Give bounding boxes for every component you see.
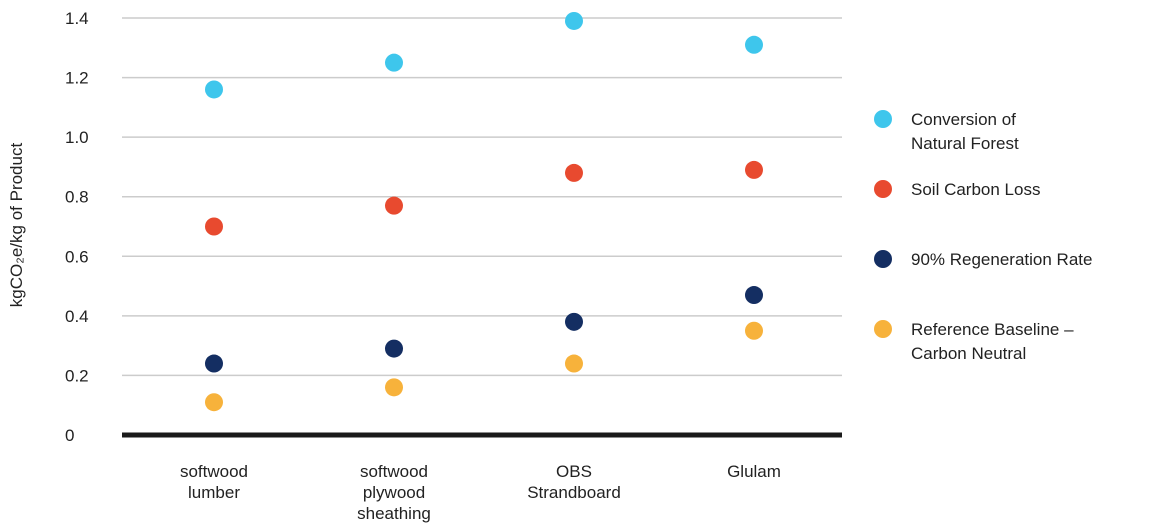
y-tick-label: 0.6 — [65, 247, 89, 266]
y-tick-label: 1.4 — [65, 9, 89, 28]
data-point — [385, 196, 403, 215]
data-point — [205, 354, 223, 373]
y-tick-label: 1.2 — [65, 69, 89, 88]
x-tick-label: OBS Strandboard — [527, 462, 621, 502]
x-tick-label: softwood lumber — [180, 462, 248, 502]
legend-label: Soil Carbon Loss — [911, 180, 1040, 199]
data-point — [205, 217, 223, 236]
data-point — [565, 163, 583, 182]
data-points — [205, 11, 763, 412]
y-tick-label: 0.4 — [65, 307, 89, 326]
data-point — [745, 286, 763, 305]
data-point — [205, 393, 223, 412]
y-tick-label: 0.8 — [65, 188, 89, 207]
legend-label: Conversion of Natural Forest — [911, 110, 1019, 153]
data-point — [745, 160, 763, 179]
y-tick-label: 1.0 — [65, 128, 89, 147]
legend: Conversion of Natural Forest Soil Carbon L… — [874, 110, 1092, 363]
data-point — [745, 321, 763, 340]
legend-marker — [874, 250, 892, 268]
data-point — [205, 80, 223, 99]
legend-label: Reference Baseline – Carbon Neutral — [911, 320, 1074, 363]
legend-marker — [874, 110, 892, 128]
gridlines — [122, 17, 842, 377]
data-point — [385, 378, 403, 397]
data-point — [385, 339, 403, 358]
x-tick-label: Glulam — [727, 462, 781, 481]
x-axis-ticks: softwood lumber softwood plywood sheathing OB… — [180, 462, 781, 523]
y-tick-label: 0.2 — [65, 366, 89, 385]
data-point — [565, 11, 583, 30]
legend-marker — [874, 180, 892, 198]
data-point — [565, 354, 583, 373]
data-point — [745, 35, 763, 54]
x-tick-label: softwood plywood sheathing — [357, 462, 431, 523]
legend-marker — [874, 320, 892, 338]
data-point — [565, 312, 583, 331]
y-axis-label: kgCO₂e/kg of Product — [7, 143, 26, 308]
data-point — [385, 53, 403, 72]
y-axis-ticks: 0 0.2 0.4 0.6 0.8 1.0 1.2 1.4 — [65, 9, 89, 445]
y-tick-label: 0 — [65, 426, 74, 445]
legend-label: 90% Regeneration Rate — [911, 250, 1092, 269]
